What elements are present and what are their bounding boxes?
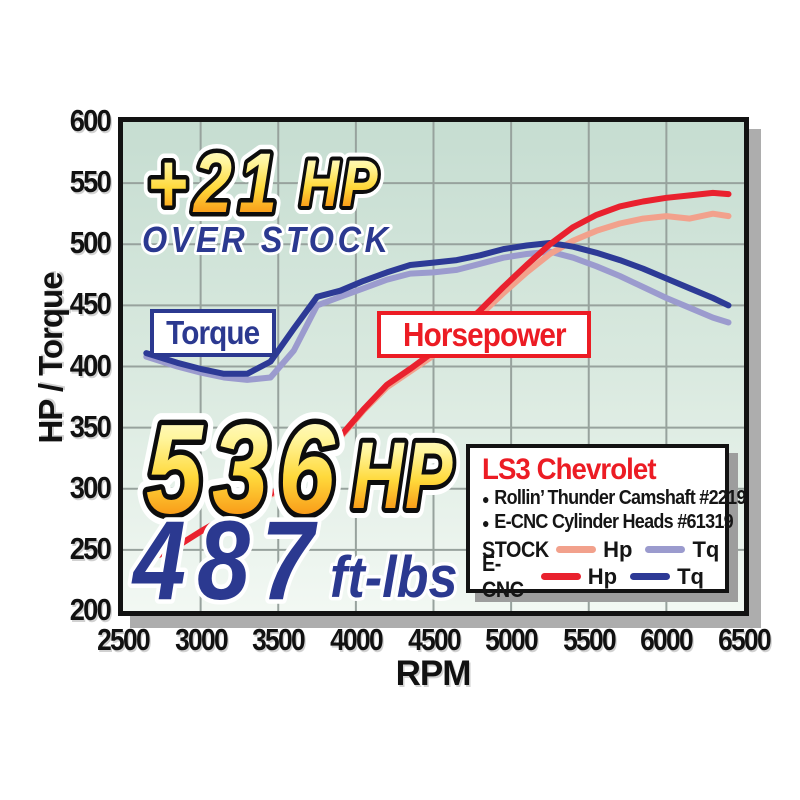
- x-tick-label: 6000: [640, 622, 694, 657]
- legend-row-ecnc: E-CNC Hp Tq: [482, 551, 717, 602]
- x-tick-label: 5500: [562, 622, 617, 657]
- y-tick-label: 450: [69, 286, 112, 322]
- horsepower-label: Horsepower: [402, 315, 567, 353]
- legend-bullet-text: E-CNC Cylinder Heads #61319: [494, 511, 733, 534]
- y-tick-label: 600: [69, 103, 112, 138]
- y-tick-label: 550: [69, 164, 112, 200]
- x-tick-label: 4000: [329, 622, 384, 657]
- legend-row-stock: STOCK Hp Tq: [482, 536, 720, 562]
- legend-title: LS3 Chevrolet: [482, 453, 657, 486]
- x-tick-label: 4500: [407, 622, 462, 657]
- legend-tq-label: Tq: [677, 563, 704, 589]
- y-tick-label: 300: [69, 469, 112, 505]
- y-tick-label: 500: [69, 225, 112, 261]
- bullet-icon: ●: [482, 491, 490, 507]
- legend-row-label: E-CNC: [482, 550, 524, 602]
- y-tick-label: 400: [69, 347, 112, 383]
- x-tick-label: 6500: [718, 622, 772, 657]
- y-axis-title: HP / Torque: [32, 272, 69, 444]
- torque-label: Torque: [166, 314, 260, 351]
- legend-bullet-heads: ● E-CNC Cylinder Heads #61319: [482, 510, 734, 534]
- x-axis-title: RPM: [395, 654, 472, 693]
- legend-hp-label: Hp: [603, 536, 633, 562]
- legend-tq-label: Tq: [692, 536, 720, 562]
- x-tick-label: 2500: [97, 622, 151, 657]
- legend-hp-label: Hp: [587, 563, 618, 589]
- y-tick-label: 250: [69, 530, 112, 566]
- horsepower-label-box: Horsepower: [377, 311, 591, 358]
- bullet-icon: ●: [482, 515, 490, 532]
- legend-swatch-ecnc_tq: [630, 573, 671, 581]
- legend-swatch-stock_tq: [645, 546, 686, 554]
- x-tick-label: 5000: [485, 622, 539, 657]
- legend-box: LS3 Chevrolet ● Rollin’ Thunder Camshaft…: [466, 444, 746, 602]
- legend-row-label: STOCK: [482, 536, 549, 562]
- x-tick-label: 3000: [174, 622, 229, 657]
- legend-swatch-ecnc_hp: [540, 573, 581, 581]
- torque-label-box: Torque: [150, 309, 276, 357]
- legend-bullet-camshaft: ● Rollin’ Thunder Camshaft #2219: [482, 486, 746, 510]
- curve-stock_tq: [143, 248, 732, 383]
- legend-swatch-stock_hp: [556, 546, 597, 554]
- legend-bullet-text: Rollin’ Thunder Camshaft #2219: [494, 487, 746, 509]
- curve-ecnc_tq: [143, 240, 732, 377]
- y-tick-label: 200: [69, 592, 112, 627]
- y-tick-label: 350: [69, 408, 112, 444]
- x-tick-label: 3500: [252, 622, 306, 657]
